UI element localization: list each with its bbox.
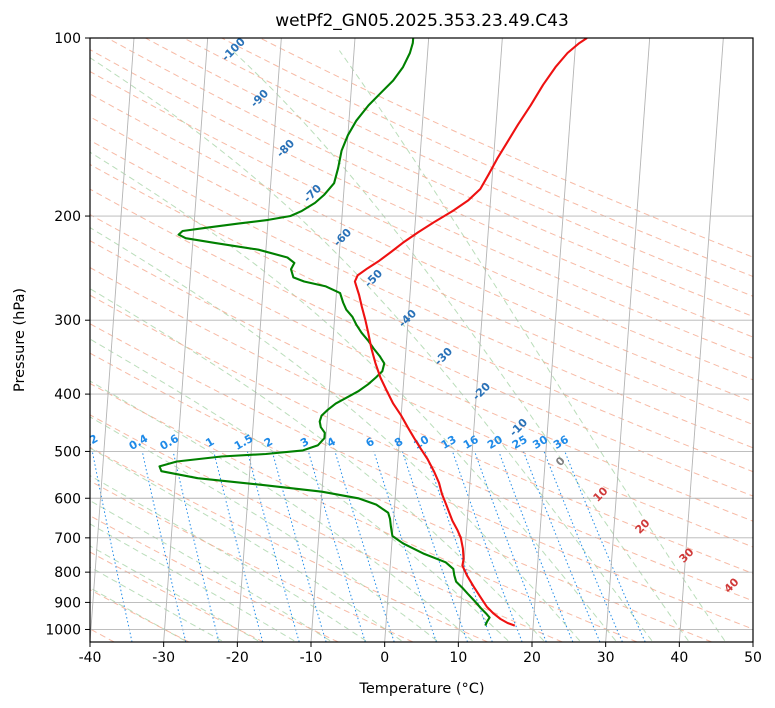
- mixing-ratio-lines: [91, 451, 646, 642]
- mixing-ratio-label: 0.2: [77, 432, 100, 453]
- isotherm-line: [90, 38, 135, 642]
- isotherm-line: [457, 38, 503, 642]
- dry-adiabat-line: [90, 294, 753, 602]
- plot-frame: [89, 37, 754, 643]
- moist-adiabat-line: [90, 57, 653, 642]
- y-axis: 100 200 300 400 500 600 700 800 900 1000: [45, 31, 90, 638]
- x-tick-label: 10: [449, 650, 467, 666]
- x-axis-label: Temperature (°C): [358, 681, 484, 697]
- isotherms: [90, 38, 753, 642]
- isotherm-line: [605, 38, 651, 642]
- x-tick-label: 20: [523, 650, 541, 666]
- chart-title: wetPf2_GN05.2025.353.23.49.C43: [275, 11, 569, 31]
- y-tick-label: 600: [54, 491, 81, 507]
- y-tick-label: 900: [54, 595, 81, 611]
- moist-adiabat-line: [90, 545, 259, 642]
- dry-adiabat-line: [90, 352, 712, 642]
- mixing-ratio-line: [172, 451, 220, 642]
- moist-adiabat-line: [90, 416, 438, 642]
- x-tick-label: 0: [380, 650, 389, 666]
- moist-adiabats: [90, 50, 726, 642]
- dry-adiabat-line: [145, 38, 753, 318]
- moist-adiabat-line: [90, 447, 402, 642]
- x-tick-label: 50: [744, 650, 762, 666]
- dry-adiabat-line: [90, 382, 638, 642]
- y-tick-label: 500: [54, 444, 81, 460]
- isotherm-line: [236, 38, 282, 642]
- y-tick-label: 300: [54, 313, 81, 329]
- mixing-ratio-line: [246, 451, 300, 642]
- dry-adiabat-line: [90, 163, 753, 473]
- mixing-ratio-line: [271, 451, 327, 642]
- mixing-ratio-line: [141, 451, 187, 642]
- moist-adiabat-line: [90, 566, 222, 642]
- y-tick-label: 200: [54, 209, 81, 225]
- y-tick-label: 800: [54, 565, 81, 581]
- temperature-line: [353, 38, 588, 627]
- y-tick-label: 1000: [45, 622, 81, 638]
- isotherm-line: [384, 38, 430, 642]
- mixing-ratio-line: [213, 451, 264, 642]
- dry-adiabat-line: [221, 38, 753, 278]
- moist-adiabat-line: [90, 338, 509, 642]
- x-tick-label: -40: [79, 650, 102, 666]
- dry-adiabat-line: [90, 323, 753, 630]
- dry-adiabat-line: [90, 188, 753, 497]
- temperature-profile: [353, 38, 588, 627]
- dry-adiabat-line: [90, 240, 753, 548]
- x-tick-label: -20: [226, 650, 249, 666]
- moist-adiabat-line: [90, 523, 295, 642]
- y-tick-label: 100: [54, 31, 81, 47]
- moist-adiabat-line: [90, 587, 186, 642]
- dry-adiabat-line: [90, 515, 339, 642]
- moist-adiabat-line: [338, 50, 726, 642]
- isotherm-line: [163, 38, 209, 642]
- moist-adiabat-line: [90, 288, 545, 642]
- moist-adiabat-line: [90, 151, 617, 642]
- mixing-ratio-line: [91, 451, 133, 642]
- dry-adiabat-line: [90, 139, 753, 449]
- mixing-ratio-line: [334, 451, 395, 642]
- moist-adiabat-line: [90, 380, 473, 642]
- x-tick-label: -30: [152, 650, 175, 666]
- mixing-ratio-line: [401, 451, 468, 642]
- dry-adiabat-line: [259, 38, 753, 258]
- plot-area: -100-90-80-70-60-50-40-30-20-10010203040…: [77, 38, 753, 642]
- mixing-ratio-line: [307, 451, 366, 642]
- moist-adiabat-line: [90, 500, 331, 642]
- isotherm-line: [310, 38, 356, 642]
- mixing-ratio-line: [564, 451, 646, 642]
- dry-adiabat-line: [90, 49, 753, 359]
- mixing-ratio-line: [373, 451, 437, 642]
- x-tick-label: 30: [597, 650, 615, 666]
- y-axis-label: Pressure (hPa): [12, 288, 28, 392]
- isotherm-line: [531, 38, 577, 642]
- dry-adiabat-line: [90, 480, 414, 642]
- dry-adiabat-line: [107, 38, 753, 338]
- mixing-ratio-line: [452, 451, 523, 642]
- moist-adiabat-line: [90, 227, 581, 642]
- y-tick-label: 400: [54, 387, 81, 403]
- y-tick-label: 700: [54, 531, 81, 547]
- dry-adiabat-line: [90, 266, 753, 575]
- dry-adiabat-line: [183, 38, 753, 297]
- dry-adiabat-line: [90, 93, 753, 403]
- moist-adiabat-line: [231, 50, 689, 642]
- x-tick-label: 40: [670, 650, 688, 666]
- x-tick-label: -10: [300, 650, 323, 666]
- x-axis: -40 -30 -20 -10 0 10 20 30 40 50: [79, 642, 762, 666]
- dry-adiabat-line: [90, 70, 753, 381]
- dry-adiabat-line: [90, 116, 753, 426]
- mixing-ratio-line: [424, 451, 493, 642]
- isotherm-line: [678, 38, 724, 642]
